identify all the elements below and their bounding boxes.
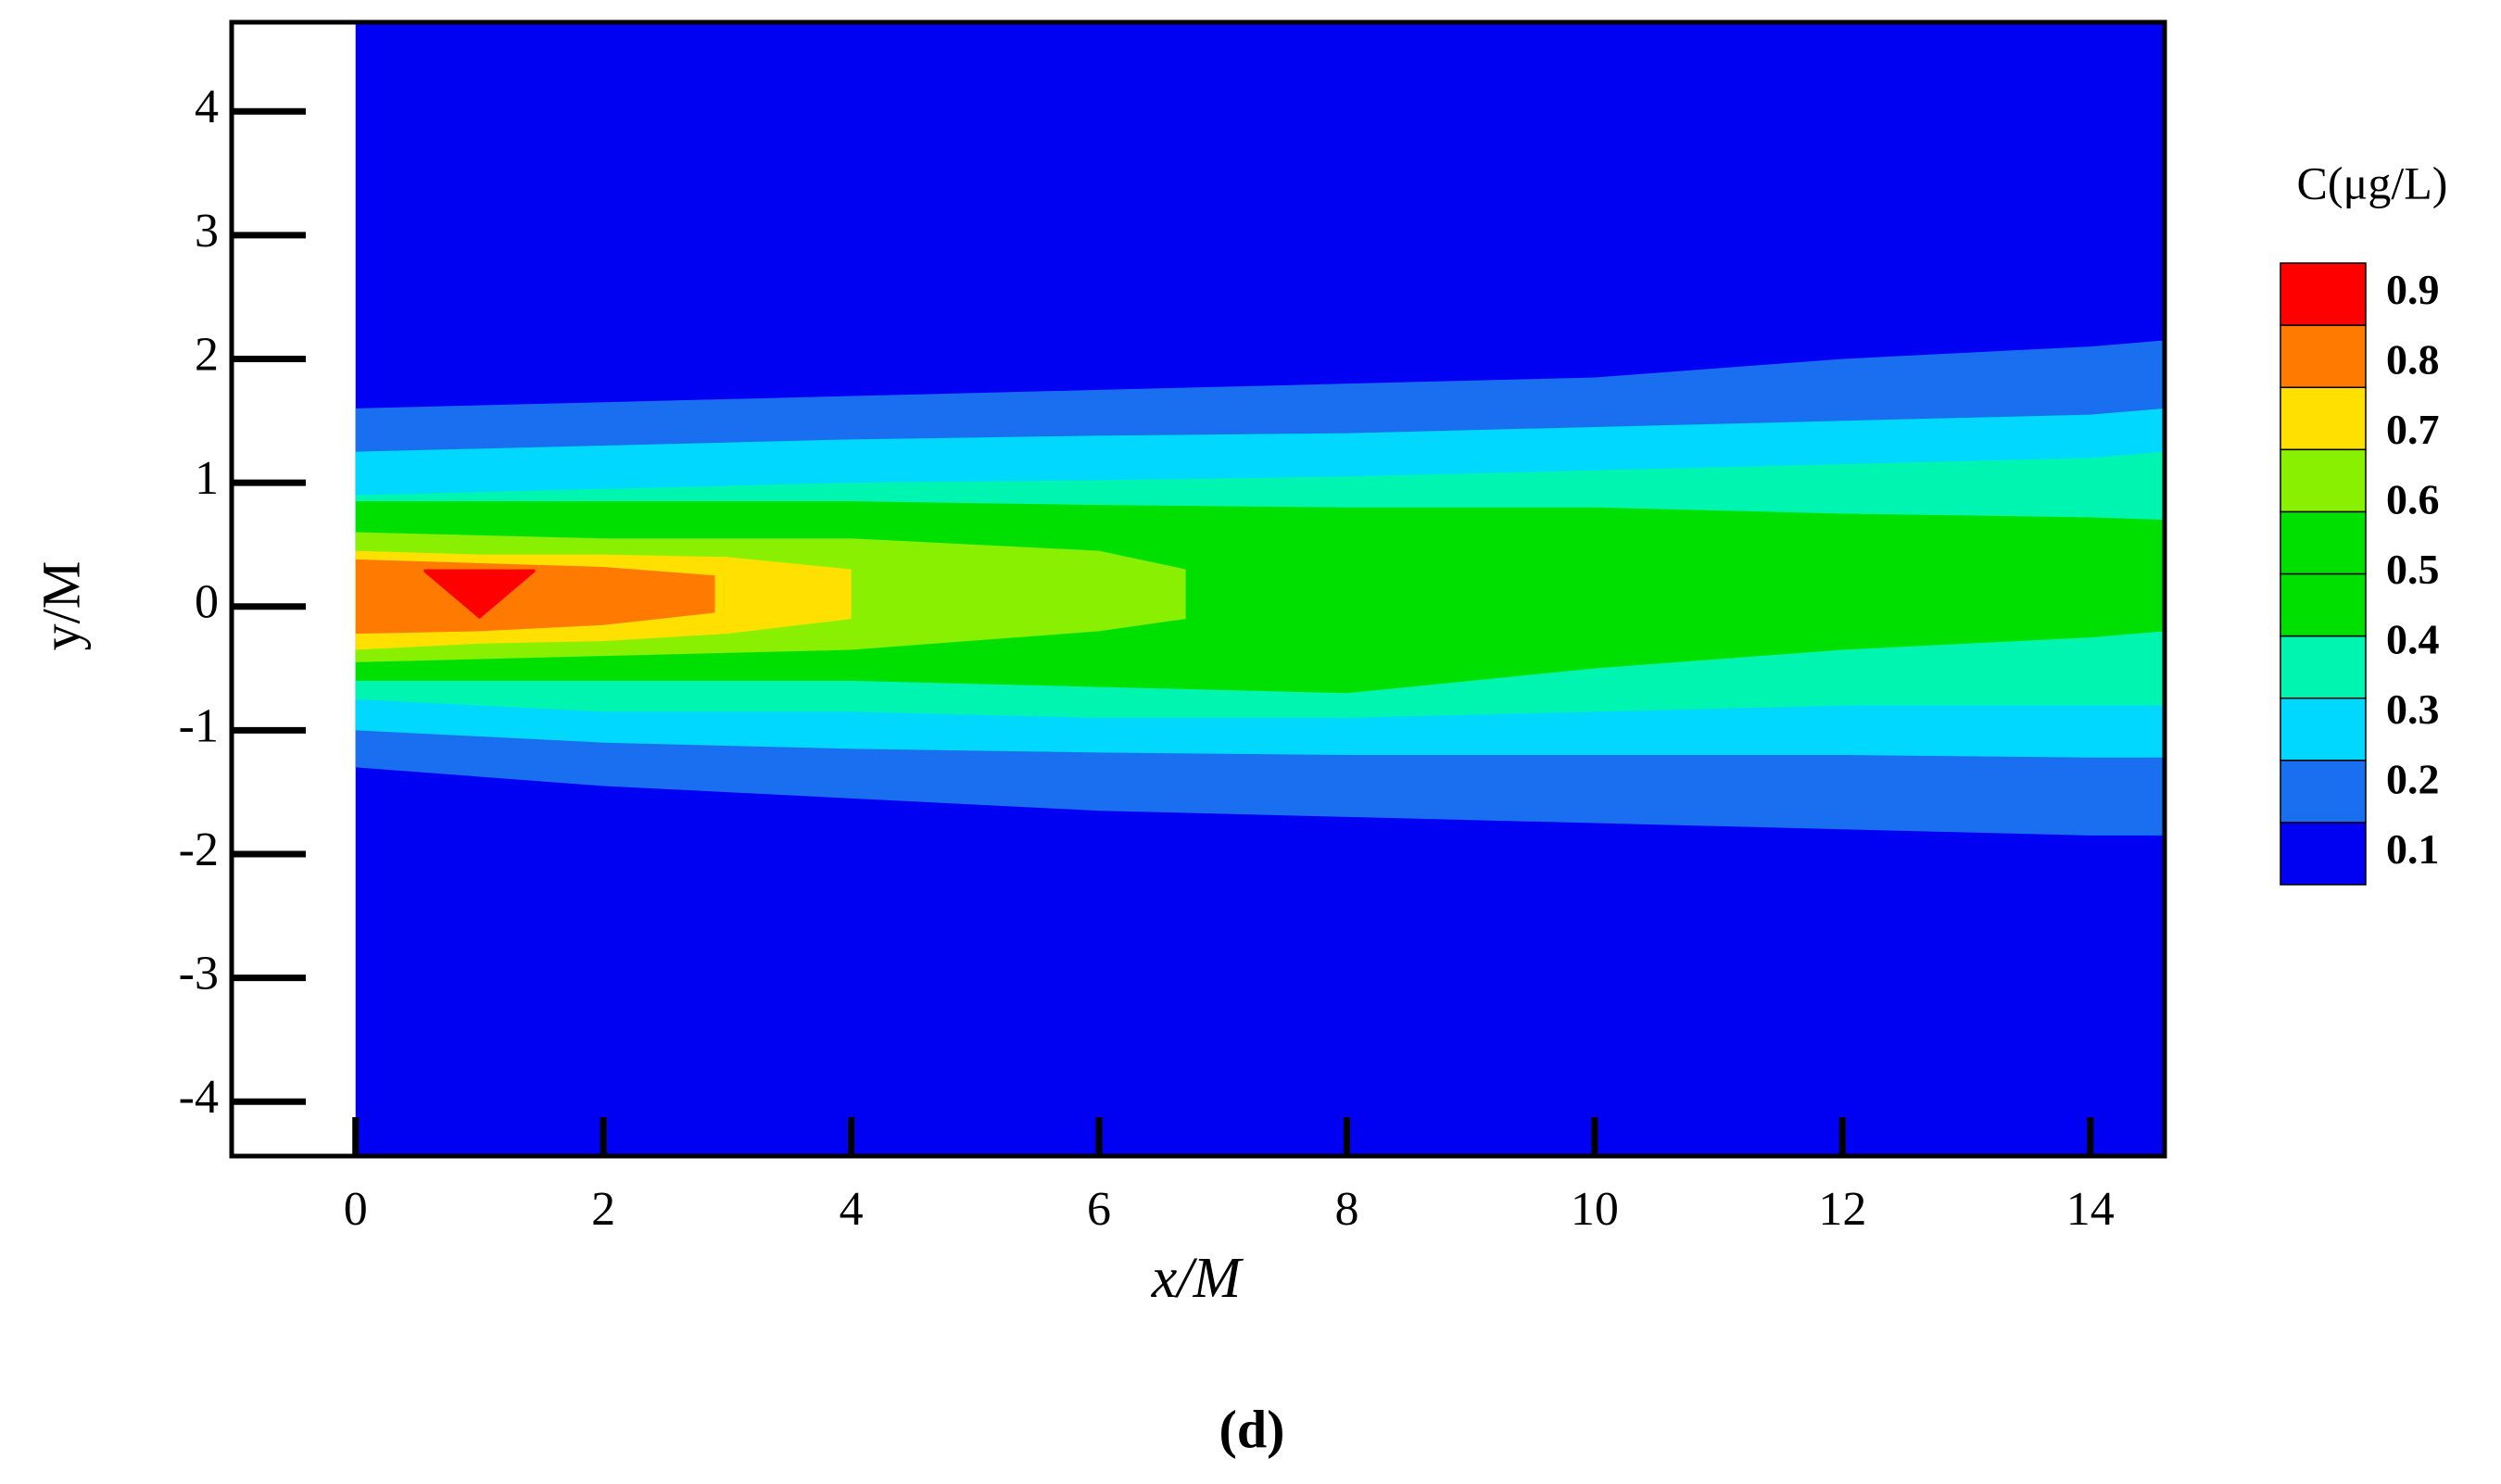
colorbar-segment [2280, 386, 2367, 451]
contour-band [423, 569, 536, 620]
colorbar-segment [2280, 324, 2367, 388]
y-tick-label: -1 [179, 699, 219, 752]
colorbar-tick-label: 0.5 [2386, 546, 2440, 593]
x-axis-label: x/M [1151, 1247, 1244, 1310]
colorbar-segment [2280, 262, 2367, 326]
colorbar-segment [2280, 822, 2367, 886]
y-tick-label: 4 [195, 81, 219, 133]
colorbar-segment [2280, 448, 2367, 513]
y-tick-label: 2 [195, 328, 219, 381]
y-tick-label: 0 [195, 576, 219, 629]
colorbar-segment [2280, 635, 2367, 699]
colorbar-segment [2280, 697, 2367, 761]
x-tick-label: 12 [1818, 1183, 1866, 1236]
colorbar-tick-label: 0.6 [2386, 476, 2440, 523]
x-tick-label: 4 [840, 1183, 864, 1236]
colorbar-tick-label: 0.9 [2386, 266, 2440, 313]
y-tick-label: -3 [179, 948, 219, 1000]
colorbar-segment [2280, 572, 2367, 637]
x-tick-label: 2 [591, 1183, 615, 1236]
y-tick-label: -2 [179, 824, 219, 876]
x-tick-label: 6 [1087, 1183, 1111, 1236]
colorbar-segment [2280, 510, 2367, 575]
y-tick-label: 3 [195, 205, 219, 258]
colorbar-tick-label: 0.3 [2386, 685, 2440, 733]
y-tick-label: 1 [195, 452, 219, 505]
colorbar-segment [2280, 760, 2367, 824]
y-axis-label: y/M [31, 561, 91, 651]
colorbar-tick-label: 0.7 [2386, 406, 2440, 453]
colorbar-tick-label: 0.2 [2386, 756, 2440, 803]
caption: (d) [1219, 1399, 1285, 1459]
x-tick-label: 10 [1571, 1183, 1619, 1236]
colorbar-title: C(μg/L) [2297, 157, 2448, 208]
x-tick-label: 0 [344, 1183, 368, 1236]
colorbar-tick-label: 0.1 [2386, 825, 2440, 873]
x-tick-label: 14 [2066, 1183, 2115, 1236]
colorbar-tick-label: 0.8 [2386, 336, 2440, 384]
plot-area [355, 22, 2165, 1156]
colorbar-tick-label: 0.4 [2386, 616, 2440, 663]
plot-frame [229, 19, 2167, 1159]
x-tick-label: 8 [1334, 1183, 1358, 1236]
y-tick-label: -4 [179, 1071, 219, 1124]
